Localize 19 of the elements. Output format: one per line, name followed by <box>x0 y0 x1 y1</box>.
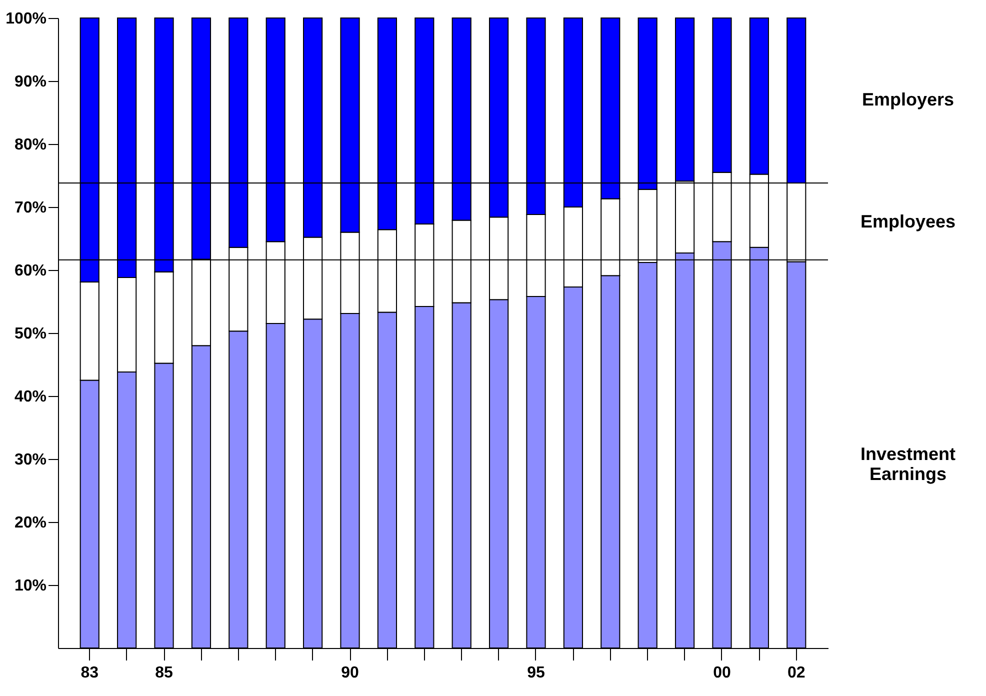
text: Employees <box>860 211 956 232</box>
x-tick-label: 85 <box>155 664 174 682</box>
y-tick-label: 60% <box>14 262 46 280</box>
x-tick-label: 83 <box>80 664 99 682</box>
y-tick-label: 40% <box>14 388 46 406</box>
text: Employers <box>862 90 954 110</box>
x-tick-label: 95 <box>527 664 545 682</box>
y-tick-label: 100% <box>6 10 46 28</box>
text: Investment Earnings <box>860 444 956 484</box>
x-tick-label: 90 <box>341 664 360 682</box>
y-tick-label: 10% <box>14 578 46 594</box>
x-tick-label: 00 <box>713 664 731 682</box>
y-tick-label: 20% <box>14 514 46 532</box>
y-tick-label: 30% <box>14 452 46 468</box>
y-tick-label: 80% <box>14 136 46 154</box>
y-tick-label: 70% <box>14 200 46 216</box>
y-tick-label: 50% <box>14 326 46 342</box>
x-tick-label: 02 <box>787 664 806 682</box>
y-tick-label: 90% <box>14 74 46 90</box>
